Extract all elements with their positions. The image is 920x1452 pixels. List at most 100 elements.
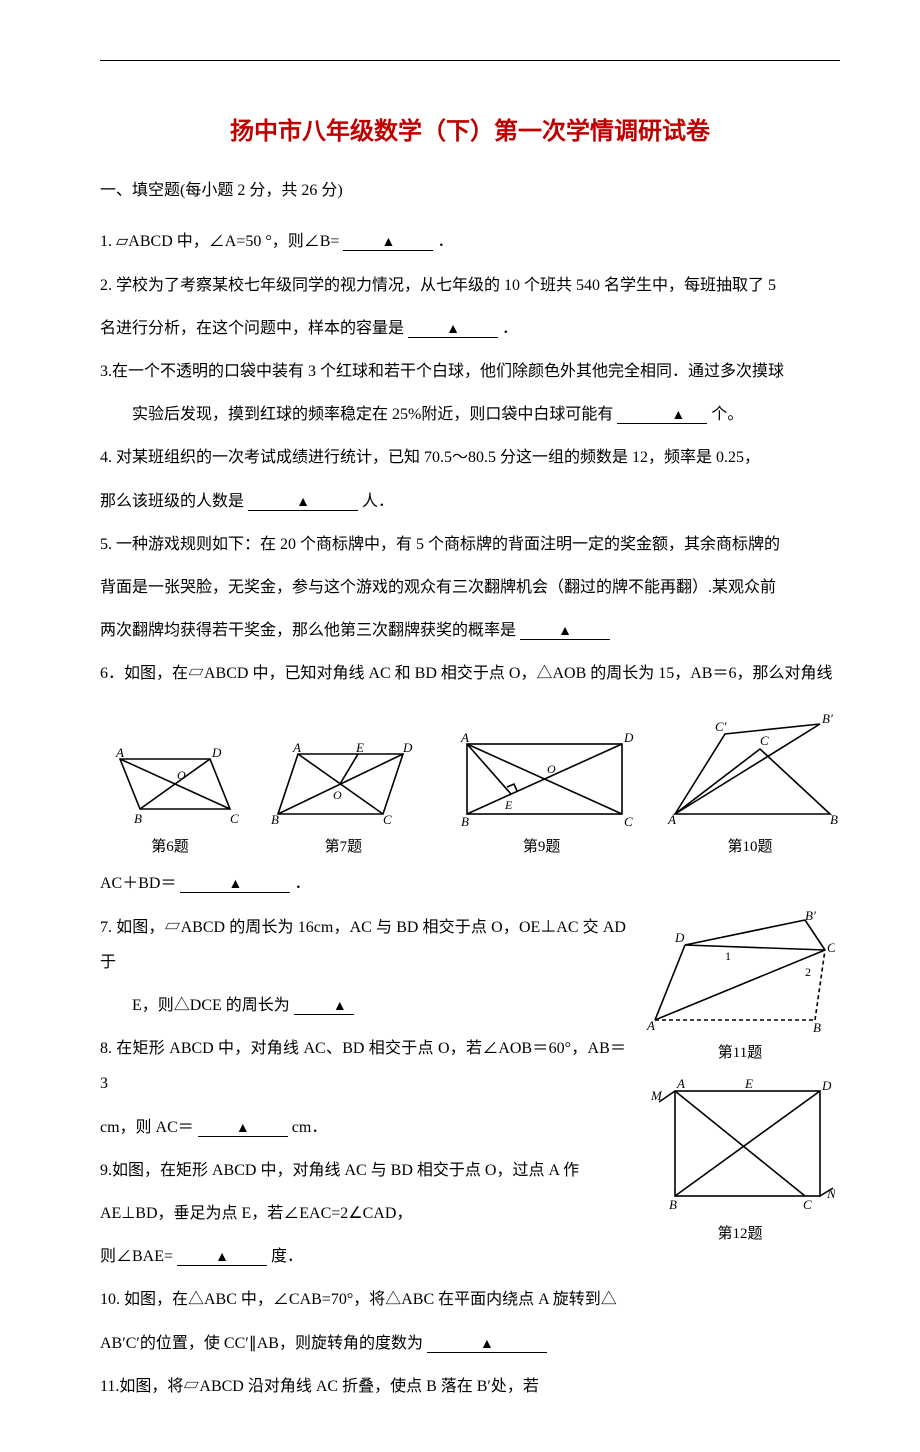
question-10-line1: 10. 如图，在△ABC 中，∠CAB=70°，将△ABC 在平面内绕点 A 旋… [100, 1282, 840, 1317]
figure-6-caption: 第6题 [100, 835, 240, 856]
svg-text:B′: B′ [805, 910, 816, 923]
svg-text:M: M [650, 1088, 663, 1103]
svg-text:A: A [667, 812, 676, 827]
blank-marker: ▲ [236, 1121, 250, 1136]
q10b-text: AB′C′的位置，使 CC′∥AB，则旋转角的度数为 [100, 1335, 423, 1352]
svg-text:O: O [177, 768, 186, 782]
q4b-text: 那么该班级的人数是 [100, 493, 244, 510]
q2b-tail: ． [502, 320, 518, 337]
blank: ▲ [177, 1249, 267, 1266]
q9c-tail: 度． [271, 1248, 303, 1265]
svg-text:A: A [115, 745, 124, 760]
figure-9-svg: A D B C O E [447, 729, 637, 829]
top-rule [100, 60, 840, 61]
svg-text:D: D [211, 745, 222, 760]
q6b-pre: AC＋BD＝ [100, 875, 176, 892]
question-6: 6．如图，在▱ABCD 中，已知对角线 AC 和 BD 相交于点 O，△AOB … [100, 656, 840, 691]
blank-marker: ▲ [215, 1250, 229, 1265]
svg-text:B: B [271, 812, 279, 827]
page: 扬中市八年级数学（下）第一次学情调研试卷 一、填空题(每小题 2 分，共 26 … [0, 0, 920, 1452]
svg-text:C: C [624, 814, 633, 829]
figure-11-caption: 第11题 [640, 1041, 840, 1062]
question-11: 11.如图，将▱ABCD 沿对角线 AC 折叠，使点 B 落在 B′处，若 [100, 1369, 840, 1404]
figure-12-svg: A E D M B C N [645, 1076, 835, 1216]
svg-text:B: B [830, 812, 838, 827]
svg-text:N: N [826, 1186, 835, 1201]
svg-text:C: C [230, 811, 239, 826]
question-10-line2: AB′C′的位置，使 CC′∥AB，则旋转角的度数为 ▲ [100, 1326, 840, 1361]
figure-6-svg: A D B C O [100, 739, 240, 829]
blank-marker: ▲ [333, 999, 347, 1014]
q6b-tail: ． [294, 875, 310, 892]
question-4-line1: 4. 对某班组织的一次考试成绩进行统计，已知 70.5～80.5 分这一组的频数… [100, 440, 840, 475]
svg-text:A: A [676, 1076, 685, 1091]
figure-10: A B C B′ C′ 第10题 [660, 709, 840, 856]
figure-7-svg: A E D B C O [263, 739, 423, 829]
svg-text:B: B [134, 811, 142, 826]
question-6b: AC＋BD＝ ▲ ． [100, 866, 840, 901]
blank-marker: ▲ [382, 235, 396, 250]
blank: ▲ [408, 321, 498, 338]
blank: ▲ [343, 234, 433, 251]
question-4-line2: 那么该班级的人数是 ▲ 人． [100, 484, 840, 519]
svg-text:B′: B′ [822, 711, 833, 726]
exam-title: 扬中市八年级数学（下）第一次学情调研试卷 [100, 111, 840, 146]
svg-text:A: A [646, 1018, 655, 1033]
right-figure-column: A B C D B′ 1 2 第11题 A E D M B C N 第12题 [640, 910, 840, 1243]
question-2-line2: 名进行分析，在这个问题中，样本的容量是 ▲ ． [100, 311, 840, 346]
svg-text:D: D [821, 1078, 832, 1093]
svg-text:O: O [333, 788, 342, 802]
figure-7: A E D B C O 第7题 [263, 739, 423, 856]
question-3-line1: 3.在一个不透明的口袋中装有 3 个红球和若干个白球，他们除颜色外其他完全相同．… [100, 354, 840, 389]
q1-text: 1. ▱ABCD 中，∠A=50 °，则∠B= [100, 233, 339, 250]
svg-text:C′: C′ [715, 719, 727, 734]
blank-marker: ▲ [671, 408, 685, 423]
svg-text:C: C [803, 1197, 812, 1212]
figure-6: A D B C O 第6题 [100, 739, 240, 856]
blank: ▲ [180, 876, 290, 893]
blank: ▲ [248, 494, 358, 511]
figure-12-caption: 第12题 [640, 1222, 840, 1243]
q4b-tail: 人． [362, 493, 394, 510]
svg-text:E: E [355, 740, 364, 755]
svg-text:C: C [827, 940, 835, 955]
svg-text:B: B [669, 1197, 677, 1212]
svg-text:B: B [461, 814, 469, 829]
blank-marker: ▲ [296, 495, 310, 510]
question-3-line2: 实验后发现，摸到红球的频率稳定在 25%附近，则口袋中白球可能有 ▲ 个。 [100, 397, 840, 432]
q8b-pre: cm，则 AC＝ [100, 1119, 194, 1136]
blank: ▲ [198, 1120, 288, 1137]
figure-9: A D B C O E 第9题 [447, 729, 637, 856]
svg-text:D: D [402, 740, 413, 755]
figure-7-caption: 第7题 [263, 835, 423, 856]
question-5-line3: 两次翻牌均获得若干奖金，那么他第三次翻牌获奖的概率是 ▲ [100, 613, 840, 648]
svg-text:1: 1 [725, 949, 731, 963]
figure-10-caption: 第10题 [660, 835, 840, 856]
blank: ▲ [294, 998, 354, 1015]
blank: ▲ [427, 1336, 547, 1353]
q5c-text: 两次翻牌均获得若干奖金，那么他第三次翻牌获奖的概率是 [100, 622, 516, 639]
q3b-tail: 个。 [711, 406, 743, 423]
question-5-line2: 背面是一张哭脸，无奖金，参与这个游戏的观众有三次翻牌机会（翻过的牌不能再翻）.某… [100, 570, 840, 605]
q3b-text: 实验后发现，摸到红球的频率稳定在 25%附近，则口袋中白球可能有 [132, 406, 613, 423]
question-9-line3: 则∠BAE= ▲ 度． [100, 1239, 840, 1274]
q9c-pre: 则∠BAE= [100, 1248, 173, 1265]
svg-text:A: A [292, 740, 301, 755]
blank-marker: ▲ [229, 877, 243, 892]
question-5-line1: 5. 一种游戏规则如下：在 20 个商标牌中，有 5 个商标牌的背面注明一定的奖… [100, 527, 840, 562]
svg-text:D: D [674, 930, 685, 945]
figure-row: A D B C O 第6题 A E D B C O [100, 709, 840, 856]
question-2-line1: 2. 学校为了考察某校七年级同学的视力情况，从七年级的 10 个班共 540 名… [100, 268, 840, 303]
q7b-text: E，则△DCE 的周长为 [132, 997, 290, 1014]
figure-10-svg: A B C B′ C′ [660, 709, 840, 829]
blank: ▲ [617, 407, 707, 424]
blank-marker: ▲ [480, 1337, 494, 1352]
svg-text:A: A [460, 730, 469, 745]
q2b-text: 名进行分析，在这个问题中，样本的容量是 [100, 320, 404, 337]
blank-marker: ▲ [558, 624, 572, 639]
svg-text:B: B [813, 1020, 821, 1035]
svg-text:D: D [623, 730, 634, 745]
svg-text:C: C [760, 733, 769, 748]
svg-text:E: E [744, 1076, 753, 1091]
svg-text:O: O [547, 762, 556, 776]
